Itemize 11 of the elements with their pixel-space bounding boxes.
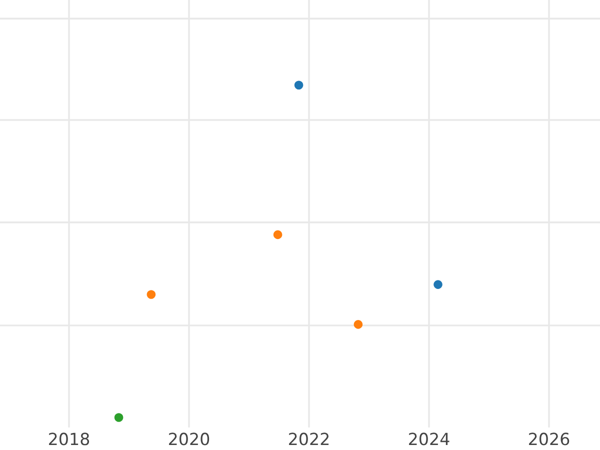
point [294,80,304,90]
x-tick-label: 2024 [409,432,450,446]
x-tick-label: 2026 [529,432,570,446]
point [354,320,363,329]
point [146,290,156,299]
point [434,280,442,289]
x-tick-label: 2020 [169,432,210,446]
x-tick-label: 2022 [289,432,329,446]
point [273,230,282,240]
point [114,413,124,422]
x-tick-label: 2018 [49,432,90,446]
